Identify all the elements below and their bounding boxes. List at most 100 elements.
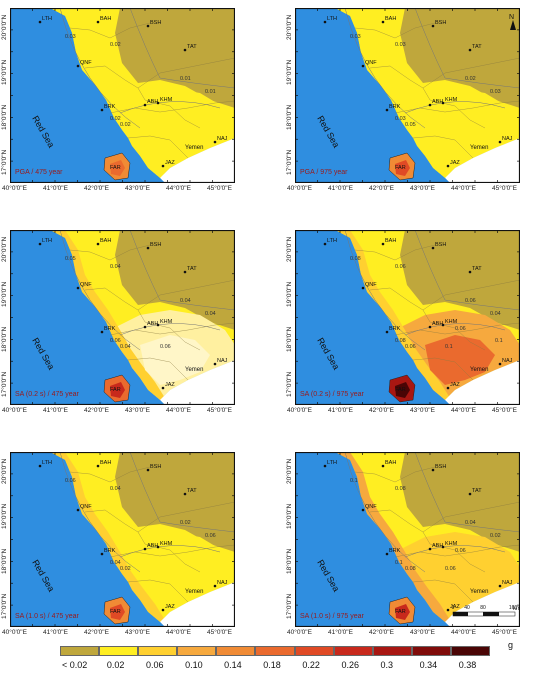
legend-label: 0.3 — [380, 660, 394, 670]
y-tick-label: 17°0'0"N — [286, 371, 293, 397]
x-tick-label: 40°0'0"E — [287, 629, 312, 636]
admin-border — [354, 22, 436, 39]
contour-label: 0.04 — [490, 311, 501, 317]
city-marker — [183, 270, 187, 274]
admin-border — [137, 279, 235, 311]
hazard-zone — [140, 335, 210, 385]
city-label: BSH — [435, 464, 446, 470]
city-marker — [146, 468, 150, 472]
no-data-area — [445, 138, 520, 183]
city-label: BSH — [150, 20, 161, 26]
contour-line — [404, 101, 506, 114]
contour-label: 0.02 — [120, 122, 131, 128]
map-panel: 0.03 0.03 0.02 0.03 0.03 0.05 LTH BAH BSH TAT QNF B… — [285, 0, 520, 192]
legend-swatch — [411, 646, 451, 656]
country-label: Yemen — [185, 145, 203, 151]
panel-title: PGA / 975 year — [300, 169, 348, 176]
city-marker — [428, 325, 432, 329]
legend-swatch — [294, 646, 334, 656]
contour-label: 0.08 — [395, 338, 406, 344]
admin-border — [412, 135, 474, 159]
admin-border — [354, 244, 436, 261]
y-tick-label: 18°0'0"N — [1, 548, 8, 574]
city-marker — [446, 608, 450, 612]
x-tick-label: 43°0'0"E — [125, 185, 150, 192]
contour-label: 0.04 — [205, 311, 216, 317]
y-tick-label: 17°0'0"N — [1, 149, 8, 175]
contour-label: 0.03 — [395, 42, 406, 48]
contour-line — [414, 230, 520, 311]
city-marker — [161, 608, 165, 612]
city-marker — [213, 362, 217, 366]
city-marker — [385, 330, 389, 334]
x-tick-label: 43°0'0"E — [125, 629, 150, 636]
contour-line — [344, 452, 426, 573]
contour-label: 0.06 — [405, 344, 416, 350]
map-panel: 0.06 0.04 0.02 0.06 0.04 0.02 LTH BAH BSH TAT QNF B… — [0, 444, 235, 636]
contour-label: 0.04 — [110, 264, 121, 270]
panel-title: SA (0.2 s) / 975 year — [300, 391, 364, 398]
country-label: Yemen — [185, 367, 203, 373]
contour-label: 0.02 — [110, 116, 121, 122]
city-label: TAT — [187, 266, 197, 272]
contour-label: 0.03 — [65, 34, 76, 40]
city-marker — [143, 547, 147, 551]
x-tick-label: 41°0'0"E — [43, 407, 68, 414]
city-marker — [183, 492, 187, 496]
contour-label: 0.06 — [465, 298, 476, 304]
contour-label: 0.04 — [110, 560, 121, 566]
city-marker — [213, 140, 217, 144]
scale-label: 0 — [452, 605, 455, 611]
city-label: QNF — [80, 282, 92, 288]
admin-border — [127, 579, 189, 603]
city-label: BAH — [385, 238, 396, 244]
legend-swatch — [99, 646, 139, 656]
contour-label: 0.02 — [490, 533, 501, 539]
island-label: FAR — [110, 387, 121, 393]
contour-label: 0.04 — [120, 344, 131, 350]
x-tick-label: 45°0'0"E — [207, 407, 232, 414]
city-marker — [96, 464, 100, 468]
city-marker — [381, 464, 385, 468]
y-tick-label: 18°0'0"N — [286, 104, 293, 130]
scale-label: 160 — [509, 605, 518, 611]
no-data-area — [160, 138, 235, 183]
y-tick-label: 19°0'0"N — [286, 281, 293, 307]
hazard-zone — [425, 335, 495, 385]
no-data-area — [160, 582, 235, 627]
city-label: ABH — [147, 321, 158, 327]
contour-line — [119, 323, 221, 336]
country-label: Yemen — [470, 367, 488, 373]
city-label: LTH — [42, 16, 52, 22]
y-tick-label: 17°0'0"N — [1, 371, 8, 397]
hazard-zone — [395, 160, 410, 176]
city-marker — [100, 108, 104, 112]
legend: < 0.02 0.02 0.06 0.10 0.14 0.18 0.22 0.26 0.3 0.3… — [60, 640, 530, 672]
admin-border — [354, 466, 436, 483]
city-label: LTH — [42, 238, 52, 244]
sea-area — [10, 230, 165, 405]
x-tick-label: 42°0'0"E — [84, 629, 109, 636]
admin-border — [127, 135, 189, 159]
north-arrow — [510, 20, 516, 30]
admin-border — [84, 509, 146, 545]
city-label: KHM — [160, 541, 173, 547]
city-label: BSH — [150, 242, 161, 248]
contour-label: 0.04 — [110, 486, 121, 492]
x-tick-label: 41°0'0"E — [328, 629, 353, 636]
legend-label: 0.26 — [341, 660, 359, 670]
panel-title: SA (1.0 s) / 975 year — [300, 613, 364, 620]
hazard-zone — [335, 8, 450, 178]
x-tick-label: 40°0'0"E — [2, 407, 27, 414]
city-label: TAT — [472, 488, 482, 494]
country-label: Yemen — [470, 145, 488, 151]
city-marker — [76, 64, 80, 68]
city-label: BAH — [100, 16, 111, 22]
hazard-zone — [335, 452, 450, 622]
x-tick-label: 45°0'0"E — [492, 185, 517, 192]
city-label: TAT — [472, 44, 482, 50]
y-tick-label: 17°0'0"N — [286, 149, 293, 175]
contour-label: 0.02 — [110, 42, 121, 48]
